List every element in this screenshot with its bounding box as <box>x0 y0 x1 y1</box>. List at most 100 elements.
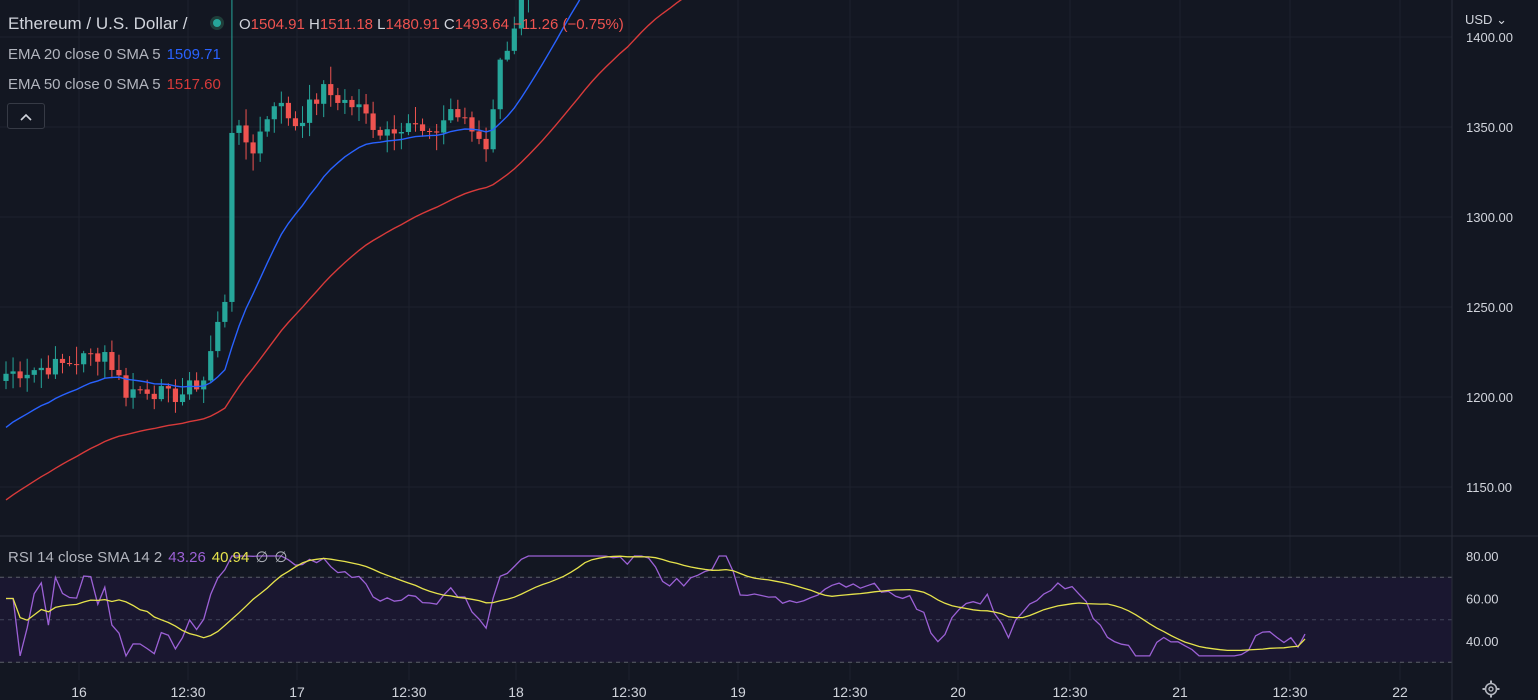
x-tick-label: 12:30 <box>1052 684 1087 700</box>
candle-body <box>271 106 277 120</box>
candle-body <box>186 380 193 395</box>
x-tick-label: 18 <box>508 684 524 700</box>
rsi-y-tick-label: 40.00 <box>1466 634 1499 649</box>
ohlc-values: O1504.91 H1511.18 L1480.91 C1493.64 −11.… <box>238 16 624 33</box>
rsi-line <box>6 555 1306 658</box>
candle-body <box>123 375 129 398</box>
x-tick-label: 22 <box>1392 684 1408 700</box>
x-tick-label: 17 <box>289 684 305 700</box>
candle-body <box>419 124 426 131</box>
candle-body <box>88 353 94 355</box>
candle-body <box>328 84 334 96</box>
candle-body <box>215 321 221 352</box>
candle-body <box>95 353 101 362</box>
x-tick-label: 12:30 <box>391 684 426 700</box>
candle-body <box>434 131 440 133</box>
candle-body <box>66 362 73 365</box>
candle-body <box>201 380 207 390</box>
currency-selector[interactable]: USD ⌄ <box>1465 12 1507 27</box>
candle-body <box>384 129 390 136</box>
candle-body <box>412 123 419 125</box>
candle-body <box>165 386 171 389</box>
candle-body <box>59 358 66 363</box>
candle-body <box>427 130 433 132</box>
y-tick-label: 1150.00 <box>1466 480 1512 495</box>
candle-body <box>38 367 44 371</box>
candle-body <box>314 99 320 104</box>
chevron-up-icon <box>20 113 32 121</box>
ema20-line <box>5 0 581 428</box>
collapse-legend-button[interactable] <box>7 103 45 129</box>
candle-body <box>81 353 87 365</box>
x-tick-label: 12:30 <box>170 684 205 700</box>
rsi-sma-line <box>6 555 1306 652</box>
candle-body <box>497 59 503 110</box>
x-tick-label: 12:30 <box>1272 684 1307 700</box>
candle-body <box>476 131 482 139</box>
market-status-icon <box>210 16 225 30</box>
x-tick-label: 20 <box>950 684 966 700</box>
x-tick-label: 21 <box>1172 684 1188 700</box>
candle-body <box>74 364 80 366</box>
candle-body <box>158 386 164 400</box>
candle-body <box>511 28 517 51</box>
candle-body <box>448 109 454 121</box>
candle-body <box>321 84 327 104</box>
candle-body <box>10 371 16 374</box>
chevron-down-icon: ⌄ <box>1496 12 1507 27</box>
y-tick-label: 1250.00 <box>1466 300 1513 315</box>
candle-body <box>31 370 37 375</box>
y-tick-label: 1350.00 <box>1466 120 1513 135</box>
price-change: −11.26 (−0.75%) <box>513 16 624 33</box>
candle-body <box>243 125 249 143</box>
ema50-legend[interactable]: EMA 50 close 0 SMA 5 1517.60 <box>8 76 221 93</box>
candle-body <box>257 131 263 154</box>
ema50-value: 1517.60 <box>166 76 221 93</box>
candle-body <box>469 117 475 132</box>
candle-body <box>518 0 524 29</box>
candle-body <box>441 120 447 133</box>
x-tick-label: 16 <box>71 684 87 700</box>
candle-body <box>17 371 23 379</box>
candle-body <box>462 117 468 119</box>
ema20-legend[interactable]: EMA 20 close 0 SMA 5 1509.71 <box>8 46 221 63</box>
candle-body <box>405 123 412 132</box>
y-tick-label: 1300.00 <box>1466 210 1513 225</box>
candle-body <box>172 388 179 403</box>
candle-body <box>137 389 143 391</box>
rsi-value: 43.26 <box>168 549 206 566</box>
candle-body <box>229 132 235 302</box>
x-tick-label: 19 <box>730 684 746 700</box>
candle-body <box>391 129 397 134</box>
candle-body <box>398 131 404 134</box>
ema20-value: 1509.71 <box>166 46 221 63</box>
y-tick-label: 1400.00 <box>1466 30 1513 45</box>
candle-body <box>455 109 461 118</box>
candle-body <box>504 50 510 60</box>
x-tick-label: 12:30 <box>611 684 646 700</box>
rsi-y-tick-label: 80.00 <box>1466 549 1499 564</box>
candle-body <box>109 352 115 370</box>
rsi-legend[interactable]: RSI 14 close SMA 14 2 43.26 40.94 ∅ ∅ <box>8 549 288 566</box>
candle-body <box>151 393 157 400</box>
candle-body <box>102 352 108 362</box>
candle-body <box>130 389 136 398</box>
symbol-title: Ethereum / U.S. Dollar / <box>8 14 193 33</box>
candle-body <box>278 102 284 107</box>
gear-icon[interactable] <box>1482 680 1500 698</box>
candles <box>3 0 529 413</box>
symbol-legend[interactable]: Ethereum / U.S. Dollar / O1504.91 H1511.… <box>8 14 624 34</box>
candle-body <box>179 394 186 403</box>
candle-body <box>116 369 122 376</box>
candle-body <box>45 367 51 375</box>
candle-body <box>236 125 242 133</box>
candle-body <box>285 102 291 119</box>
rsi-sma-value: 40.94 <box>211 549 250 566</box>
candle-body <box>194 380 200 390</box>
candle-body <box>349 99 355 108</box>
candle-body <box>356 104 362 108</box>
candle-body <box>208 351 214 381</box>
candle-body <box>24 374 30 379</box>
candle-body <box>52 358 59 375</box>
